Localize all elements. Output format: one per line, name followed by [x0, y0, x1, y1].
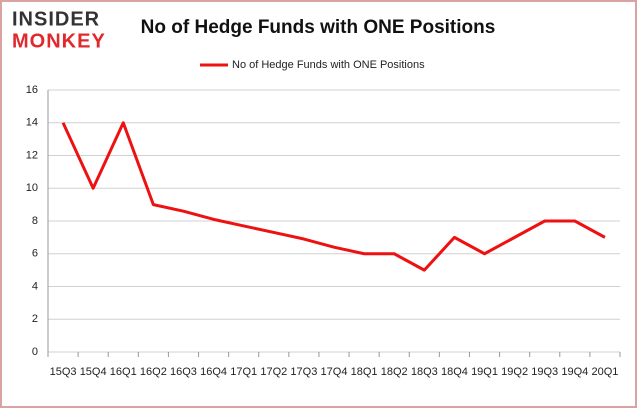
x-tick-label: 17Q1	[230, 366, 257, 378]
x-tick-label: 19Q2	[501, 366, 528, 378]
y-tick-label: 0	[32, 346, 38, 358]
y-tick-label: 8	[32, 215, 38, 227]
y-tick-label: 6	[32, 248, 38, 260]
x-tick-label: 18Q1	[351, 366, 378, 378]
x-tick-label: 15Q4	[80, 366, 107, 378]
logo-bottom: MONKEY	[12, 30, 106, 52]
x-tick-label: 16Q2	[140, 366, 167, 378]
y-tick-label: 10	[26, 182, 38, 194]
x-tick-label: 16Q4	[200, 366, 227, 378]
x-tick-label: 20Q1	[591, 366, 618, 378]
x-tick-label: 19Q1	[471, 366, 498, 378]
x-tick-label: 17Q4	[321, 366, 348, 378]
x-tick-label: 16Q3	[170, 366, 197, 378]
y-tick-label: 2	[32, 313, 38, 325]
legend-label: No of Hedge Funds with ONE Positions	[232, 59, 425, 71]
x-tick-label: 18Q4	[441, 366, 468, 378]
x-tick-label: 18Q3	[411, 366, 438, 378]
x-tick-label: 17Q3	[290, 366, 317, 378]
chart-title: No of Hedge Funds with ONE Positions	[141, 17, 496, 38]
x-tick-label: 16Q1	[110, 366, 137, 378]
logo-top: INSIDER	[12, 8, 100, 30]
y-tick-label: 16	[26, 84, 38, 96]
y-tick-label: 14	[26, 117, 38, 129]
y-tick-label: 4	[32, 280, 38, 292]
y-tick-label: 12	[26, 149, 38, 161]
x-tick-label: 18Q2	[381, 366, 408, 378]
x-tick-label: 17Q2	[260, 366, 287, 378]
x-tick-label: 15Q3	[50, 366, 77, 378]
x-tick-label: 19Q3	[531, 366, 558, 378]
x-tick-label: 19Q4	[561, 366, 588, 378]
data-line	[61, 121, 606, 272]
